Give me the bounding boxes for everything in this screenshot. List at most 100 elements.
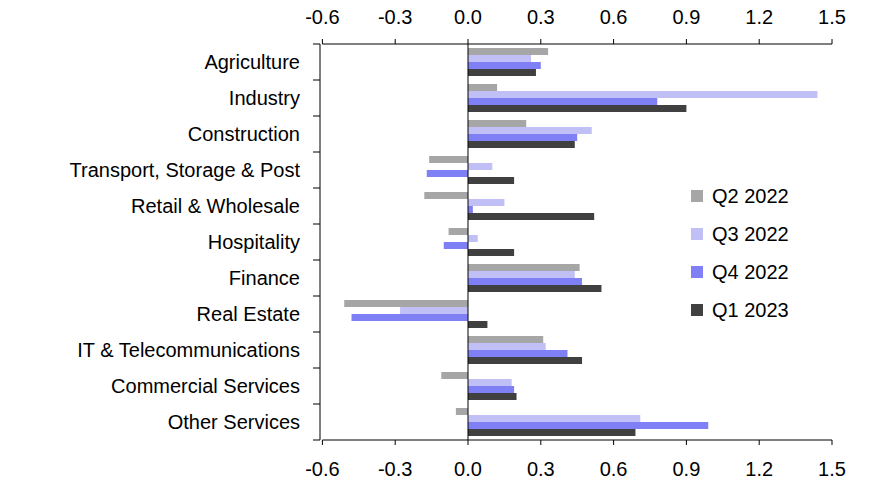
category-tick bbox=[313, 332, 320, 333]
bar bbox=[344, 300, 468, 307]
category-label: Other Services bbox=[168, 411, 300, 433]
bars bbox=[344, 48, 817, 436]
bar bbox=[468, 429, 635, 436]
x-tick-label-bottom: -0.3 bbox=[378, 458, 412, 480]
bar bbox=[468, 48, 548, 55]
x-tick-top bbox=[832, 39, 833, 44]
category-tick bbox=[313, 224, 320, 225]
x-tick-label-top: 0.0 bbox=[454, 6, 482, 28]
x-tick-label-bottom: 1.2 bbox=[745, 458, 773, 480]
x-tick-label-bottom: 0.6 bbox=[600, 458, 628, 480]
category-tick bbox=[313, 44, 320, 45]
x-tick-top bbox=[468, 39, 469, 44]
x-tick-bottom bbox=[613, 440, 614, 445]
bar bbox=[400, 307, 468, 314]
bar bbox=[468, 69, 536, 76]
x-tick-bottom bbox=[322, 440, 323, 445]
x-tick-label-top: 0.6 bbox=[600, 6, 628, 28]
bar bbox=[424, 192, 468, 199]
bottom-axis-line bbox=[322, 440, 832, 441]
bar bbox=[468, 105, 686, 112]
x-tick-label-top: 1.5 bbox=[818, 6, 846, 28]
category-tick bbox=[313, 80, 320, 81]
legend-label: Q3 2022 bbox=[712, 223, 789, 245]
category-tick bbox=[313, 404, 320, 405]
bar bbox=[468, 343, 546, 350]
bar bbox=[441, 372, 468, 379]
bar bbox=[468, 127, 592, 134]
bar bbox=[468, 91, 817, 98]
bar bbox=[427, 170, 468, 177]
category-tick bbox=[313, 260, 320, 261]
x-tick-label-bottom: -0.6 bbox=[305, 458, 339, 480]
bar bbox=[456, 408, 468, 415]
x-tick-bottom bbox=[468, 440, 469, 445]
x-tick-label-bottom: 0.9 bbox=[672, 458, 700, 480]
bar bbox=[468, 120, 526, 127]
bar bbox=[468, 357, 582, 364]
legend-label: Q2 2022 bbox=[712, 185, 789, 207]
bar bbox=[468, 163, 492, 170]
category-label: Industry bbox=[229, 87, 300, 109]
category-label: IT & Telecommunications bbox=[77, 339, 300, 361]
bar bbox=[429, 156, 468, 163]
legend-label: Q4 2022 bbox=[712, 261, 789, 283]
x-tick-bottom bbox=[395, 440, 396, 445]
bar bbox=[468, 264, 580, 271]
bar bbox=[468, 336, 543, 343]
bar bbox=[468, 249, 514, 256]
category-tick bbox=[313, 296, 320, 297]
legend-swatch bbox=[691, 190, 703, 202]
legend-swatch bbox=[691, 304, 703, 316]
bar bbox=[352, 314, 468, 321]
legend-swatch bbox=[691, 266, 703, 278]
bar bbox=[468, 379, 512, 386]
bar bbox=[468, 177, 514, 184]
x-tick-label-top: 1.2 bbox=[745, 6, 773, 28]
bar bbox=[468, 134, 577, 141]
category-tick bbox=[313, 440, 320, 441]
bar bbox=[468, 84, 497, 91]
category-label: Hospitality bbox=[208, 231, 300, 253]
bar bbox=[468, 422, 708, 429]
bar bbox=[468, 199, 504, 206]
x-tick-bottom bbox=[759, 440, 760, 445]
x-tick-label-bottom: 0.0 bbox=[454, 458, 482, 480]
x-tick-bottom bbox=[540, 440, 541, 445]
x-tick-label-top: 0.9 bbox=[672, 6, 700, 28]
category-label: Commercial Services bbox=[111, 375, 300, 397]
bar bbox=[468, 415, 640, 422]
chart: -0.6 -0.6 -0.3 -0.3 0.0 0.0 0.3 0.3 0.6 0.6 0.9 0.9… bbox=[0, 0, 875, 487]
category-label: Retail & Wholesale bbox=[131, 195, 300, 217]
x-tick-top bbox=[322, 39, 323, 44]
bar bbox=[468, 213, 594, 220]
category-tick bbox=[313, 188, 320, 189]
bar bbox=[468, 321, 487, 328]
x-tick-label-bottom: 0.3 bbox=[527, 458, 555, 480]
category-label: Agriculture bbox=[204, 51, 300, 73]
bar bbox=[449, 228, 468, 235]
x-tick-label-top: -0.3 bbox=[378, 6, 412, 28]
x-tick-label-top: -0.6 bbox=[305, 6, 339, 28]
bar bbox=[468, 393, 517, 400]
bar bbox=[468, 271, 575, 278]
bar bbox=[468, 386, 514, 393]
category-label: Transport, Storage & Post bbox=[70, 159, 301, 181]
x-tick-top bbox=[395, 39, 396, 44]
x-tick-top bbox=[759, 39, 760, 44]
category-label: Finance bbox=[229, 267, 300, 289]
bar bbox=[468, 98, 657, 105]
legend-label: Q1 2023 bbox=[712, 299, 789, 321]
category-tick bbox=[313, 116, 320, 117]
x-tick-top bbox=[540, 39, 541, 44]
bar bbox=[468, 62, 541, 69]
bar bbox=[468, 285, 601, 292]
x-tick-label-bottom: 1.5 bbox=[818, 458, 846, 480]
bar bbox=[468, 235, 478, 242]
x-tick-label-top: 0.3 bbox=[527, 6, 555, 28]
category-tick bbox=[313, 368, 320, 369]
bar bbox=[468, 206, 473, 213]
x-tick-top bbox=[686, 39, 687, 44]
category-label: Construction bbox=[188, 123, 300, 145]
category-tick bbox=[313, 152, 320, 153]
